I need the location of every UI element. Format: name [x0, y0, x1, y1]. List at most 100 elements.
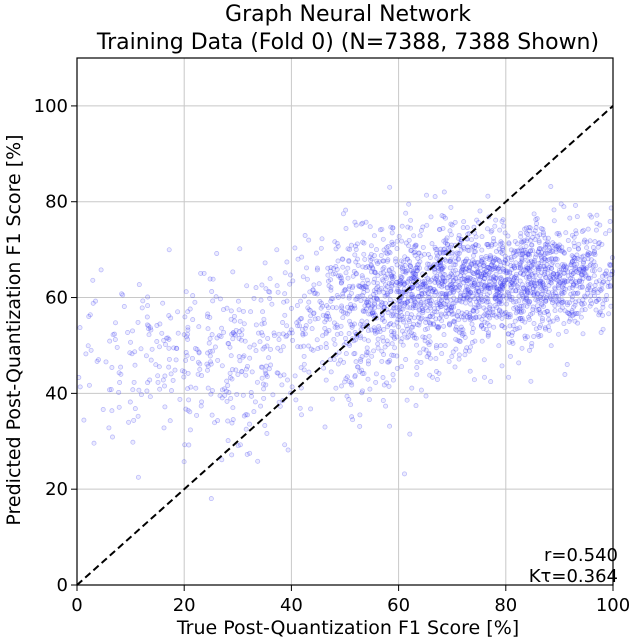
data-point [207, 353, 213, 359]
data-point [579, 307, 585, 313]
data-point [488, 275, 494, 281]
data-point [420, 334, 426, 340]
data-point [560, 264, 566, 270]
data-point [302, 331, 308, 337]
data-point [548, 277, 554, 283]
data-point [479, 286, 485, 292]
data-point [514, 248, 520, 254]
data-point [394, 334, 400, 340]
data-point [516, 360, 522, 366]
data-point [501, 293, 507, 299]
data-point [396, 297, 402, 303]
data-point [444, 241, 450, 247]
data-point [508, 254, 514, 260]
data-point [326, 313, 332, 319]
data-point [451, 319, 457, 325]
data-point [263, 382, 269, 388]
data-point [380, 278, 386, 284]
data-point [585, 290, 591, 296]
data-point [271, 333, 277, 339]
data-point [471, 305, 477, 311]
data-point [580, 297, 586, 303]
data-point [539, 302, 545, 308]
data-point [517, 261, 523, 267]
data-point [538, 294, 544, 300]
data-point [192, 299, 198, 305]
data-point [382, 282, 388, 288]
data-point [425, 286, 431, 292]
data-point [464, 287, 470, 293]
data-point [535, 266, 541, 272]
data-point [553, 246, 559, 252]
data-point [370, 312, 376, 318]
data-point [454, 327, 460, 333]
data-point [427, 295, 433, 300]
data-point [478, 258, 484, 264]
data-point [476, 288, 482, 294]
data-point [230, 336, 236, 342]
data-point [565, 238, 571, 243]
data-point [181, 374, 187, 380]
data-point [347, 246, 353, 252]
data-point [552, 303, 558, 309]
data-point [386, 322, 392, 327]
data-point [131, 379, 137, 385]
data-point [389, 308, 395, 314]
data-point [224, 378, 230, 384]
data-point [549, 273, 555, 278]
data-point [554, 274, 560, 280]
data-point [453, 275, 459, 281]
data-point [509, 257, 514, 263]
data-point [485, 296, 491, 302]
data-point [473, 290, 479, 296]
data-point [542, 310, 548, 316]
data-point [449, 284, 455, 290]
data-point [107, 387, 112, 393]
data-point [536, 246, 542, 252]
data-point [512, 265, 518, 271]
data-point [435, 253, 441, 259]
data-point [248, 309, 254, 315]
data-point [418, 316, 424, 322]
data-point [199, 399, 205, 405]
data-point [260, 346, 266, 352]
data-point [420, 281, 426, 287]
data-point [360, 284, 366, 290]
data-point [355, 256, 360, 262]
data-point [364, 300, 370, 306]
data-point [475, 302, 481, 308]
data-point [394, 262, 400, 268]
data-point [595, 297, 601, 303]
data-point [505, 233, 511, 239]
data-point [389, 283, 395, 289]
data-point [513, 273, 519, 279]
data-point [392, 345, 398, 351]
data-point [533, 217, 539, 222]
data-point [539, 270, 545, 276]
data-point [553, 256, 559, 262]
data-point [435, 277, 440, 283]
data-point [343, 310, 349, 316]
data-point [521, 271, 526, 277]
data-point [307, 308, 313, 314]
data-point [357, 423, 363, 429]
data-point [456, 309, 461, 314]
data-point [269, 301, 275, 307]
data-point [132, 349, 138, 355]
data-point [486, 265, 492, 270]
data-point [534, 303, 540, 309]
data-point [562, 308, 568, 314]
data-point [512, 238, 518, 244]
data-point [433, 316, 439, 322]
data-point [410, 294, 416, 300]
data-point [450, 300, 456, 306]
data-point [527, 347, 532, 353]
data-point [571, 281, 576, 287]
data-point [440, 271, 446, 277]
data-point [496, 265, 502, 271]
data-point [330, 296, 336, 302]
data-point [449, 304, 455, 310]
data-point [436, 268, 442, 274]
data-point [543, 297, 548, 303]
data-point [404, 268, 410, 274]
